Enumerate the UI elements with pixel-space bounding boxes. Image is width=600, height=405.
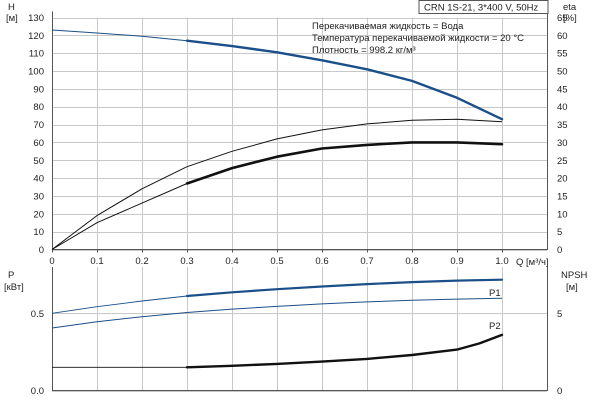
npsh-axis-title: NPSH bbox=[561, 270, 588, 281]
eta-tick-label: 30 bbox=[557, 138, 568, 149]
head-tick-label: 30 bbox=[33, 191, 44, 202]
x-tick-label: 0.4 bbox=[225, 256, 238, 267]
power-axis-unit: [кВт] bbox=[4, 282, 24, 293]
head-tick-label: 60 bbox=[33, 138, 44, 149]
eta-axis-unit: [%] bbox=[563, 13, 577, 24]
npsh-tick-label: 0 bbox=[557, 386, 562, 397]
density-label: Плотность = 998.2 кг/м³ bbox=[312, 45, 416, 56]
eta-tick-label: 25 bbox=[557, 156, 568, 167]
head-tick-label: 20 bbox=[33, 209, 44, 220]
eta-tick-label: 55 bbox=[557, 49, 568, 60]
eta-tick-label: 5 bbox=[557, 227, 562, 238]
p2-series-label: P2 bbox=[489, 321, 501, 332]
x-tick-label: 0.3 bbox=[180, 256, 193, 267]
eta-tick-label: 40 bbox=[557, 102, 568, 113]
head-tick-label: 0 bbox=[39, 245, 44, 256]
p2-curve bbox=[51, 297, 503, 329]
eta-tick-label: 20 bbox=[557, 174, 568, 185]
p1-series-label: P1 bbox=[489, 288, 501, 299]
grid-layer bbox=[52, 17, 547, 392]
pump-efficiency-curve bbox=[51, 118, 503, 250]
model-box bbox=[418, 0, 549, 14]
tick-layer: 0 0.1 0.2 0.3 0.4 0.5 0.6 0.7 0.8 0.9 1.0 0 10 20 30 40… bbox=[28, 13, 567, 397]
power-axis-title: P bbox=[8, 270, 14, 281]
x-tick-label: 0.9 bbox=[450, 256, 463, 267]
npsh-tick-label: 5 bbox=[557, 309, 562, 320]
p1-operating-curve bbox=[185, 278, 504, 298]
head-tick-label: 80 bbox=[33, 102, 44, 113]
head-tick-label: 130 bbox=[28, 13, 44, 24]
x-tick-label: 0 bbox=[49, 256, 54, 267]
eta-tick-label: 65 bbox=[557, 13, 568, 24]
power-tick-label: 0.5 bbox=[31, 309, 44, 320]
npsh-operating-curve bbox=[185, 333, 504, 369]
x-tick-label: 0.1 bbox=[90, 256, 103, 267]
head-tick-label: 10 bbox=[33, 227, 44, 238]
head-tick-label: 100 bbox=[28, 67, 44, 78]
eta-tick-label: 45 bbox=[557, 84, 568, 95]
x-tick-label: 0.5 bbox=[270, 256, 283, 267]
eta-tick-label: 50 bbox=[557, 67, 568, 78]
head-tick-label: 120 bbox=[28, 31, 44, 42]
head-tick-label: 110 bbox=[29, 49, 44, 60]
head-tick-label: 70 bbox=[33, 120, 44, 131]
eta-axis-title: eta bbox=[563, 2, 577, 13]
head-tick-label: 90 bbox=[33, 84, 44, 95]
eta-tick-label: 60 bbox=[557, 31, 568, 42]
x-tick-label: 0.6 bbox=[315, 256, 328, 267]
eta-tick-label: 35 bbox=[557, 120, 568, 131]
head-axis-unit: [м] bbox=[6, 13, 18, 24]
model-label: CRN 1S-21, 3*400 V, 50Hz bbox=[424, 3, 538, 14]
series-layer bbox=[51, 29, 504, 369]
eta-tick-label: 15 bbox=[557, 191, 568, 202]
power-tick-label: 0.0 bbox=[31, 386, 44, 397]
x-tick-label: 0.7 bbox=[360, 256, 373, 267]
head-tick-label: 50 bbox=[33, 156, 44, 167]
x-tick-label: 1.0 bbox=[495, 256, 508, 267]
eta-tick-label: 0 bbox=[557, 245, 562, 256]
fluid-label: Перекачиваемая жидкость = Вода bbox=[312, 21, 464, 32]
x-tick-label: 0.8 bbox=[405, 256, 418, 267]
head-tick-label: 40 bbox=[33, 174, 44, 185]
eta-tick-label: 10 bbox=[557, 209, 568, 220]
npsh-axis-unit: [м] bbox=[566, 282, 578, 293]
frame-layer bbox=[52, 11, 548, 391]
temperature-label: Температура перекачиваемой жидкости = 20… bbox=[312, 33, 524, 44]
x-tick-label: 0.2 bbox=[135, 256, 148, 267]
head-operating-curve bbox=[185, 39, 504, 121]
total-efficiency-operating-curve bbox=[185, 141, 504, 185]
head-axis-title: H bbox=[8, 2, 15, 13]
flow-axis-label: Q [м³/ч] bbox=[516, 257, 549, 268]
